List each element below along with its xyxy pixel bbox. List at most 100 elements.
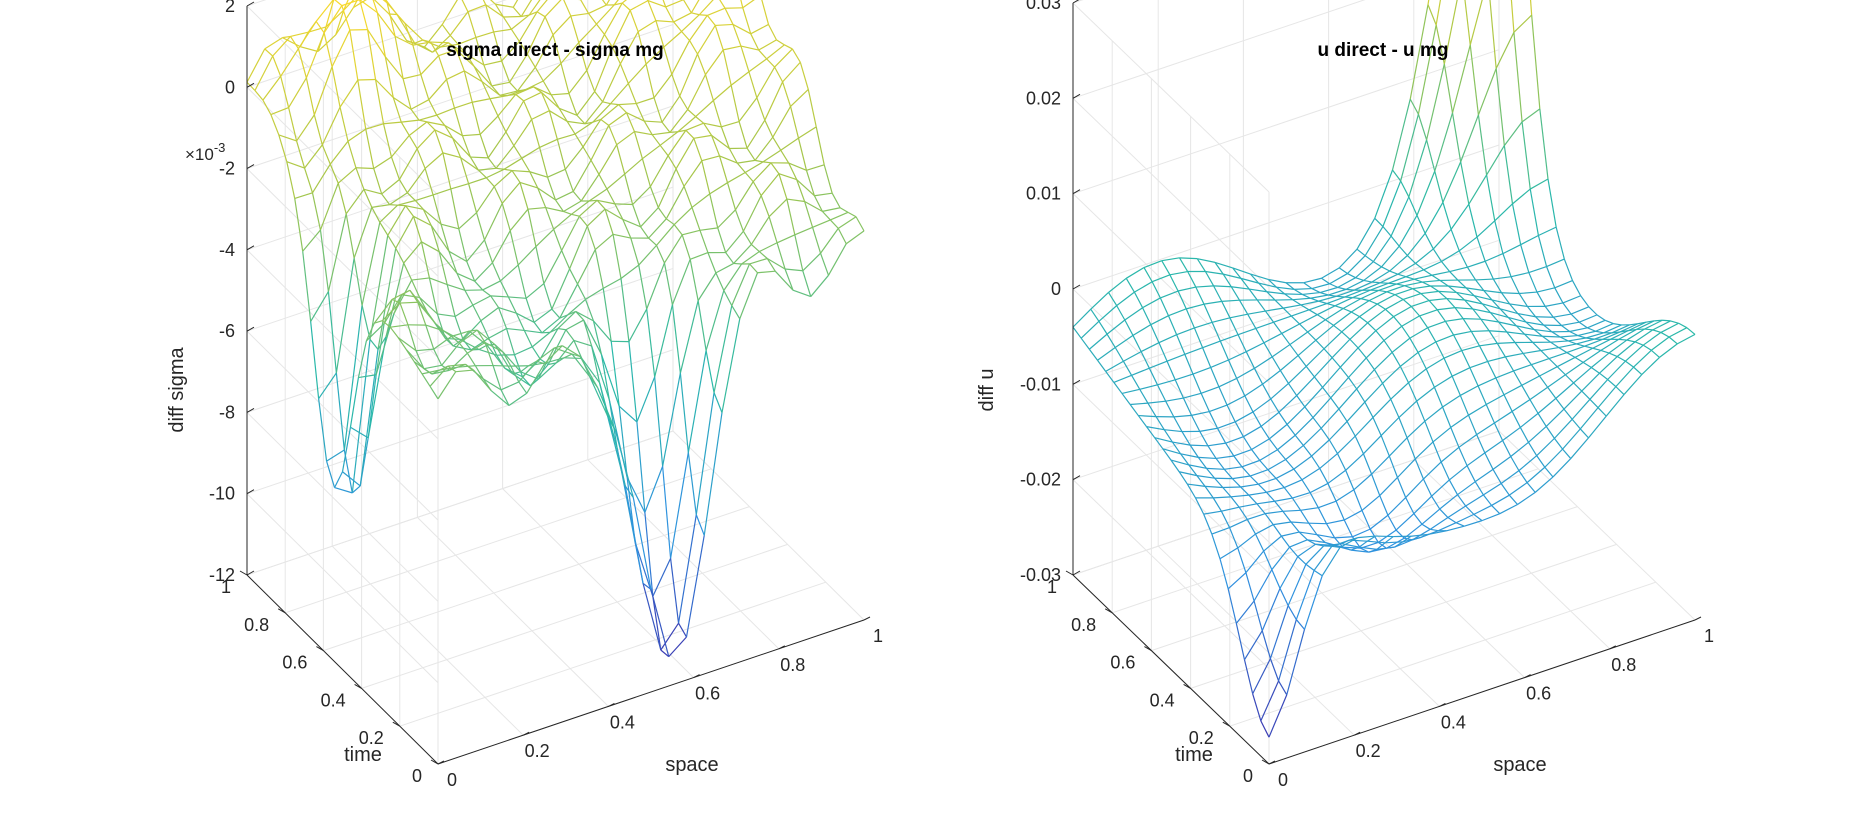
u-mesh-line-y: [1604, 319, 1614, 325]
u-mesh-line-x: [1553, 313, 1572, 318]
u-mesh-line-y: [1436, 309, 1446, 322]
sigma-mesh-line-y: [432, 194, 442, 225]
u-mesh-line-y: [1181, 431, 1191, 446]
u-mesh-line-x: [1319, 453, 1338, 469]
sigma-mesh-line-x: [673, 12, 692, 23]
u-mesh-line-y: [1278, 412, 1288, 425]
u-mesh-line-y: [1391, 352, 1401, 367]
sigma-mesh-line-x: [390, 135, 410, 158]
sigma-mesh-line-x: [367, 336, 387, 438]
sigma-mesh-line-x: [493, 364, 511, 367]
sigma-mesh-line-y: [542, 80, 552, 96]
u-mesh-line-y: [1485, 404, 1495, 424]
sigma-mesh-line-x: [457, 365, 476, 368]
sigma-y-tick-mark: [430, 759, 439, 765]
u-mesh-line-y: [1206, 467, 1216, 479]
sigma-mesh-line-y: [728, 148, 738, 164]
u-mesh-line-y: [1375, 330, 1385, 341]
u-mesh-line-y: [1227, 588, 1237, 624]
sigma-mesh-line-x: [395, 216, 415, 249]
u-mesh-line-x: [1305, 545, 1325, 565]
u-mesh-line-y: [1478, 345, 1489, 362]
sigma-mesh-line-x: [462, 133, 481, 137]
sigma-mesh-line-x: [557, 310, 577, 329]
sigma-mesh-line-y: [392, 97, 402, 123]
sigma-mesh-line-x: [473, 65, 493, 87]
u-mesh-line-y: [1143, 267, 1153, 283]
u-mesh-line-y: [1522, 353, 1532, 366]
u-mesh-line-x: [1179, 257, 1198, 260]
sigma-mesh-line-y: [341, 5, 351, 31]
u-mesh-line-y: [1302, 445, 1313, 457]
u-mesh-line-x: [1531, 358, 1550, 366]
u-mesh-line-y: [1524, 333, 1534, 343]
u-mesh-line-y: [1269, 658, 1280, 682]
sigma-mesh-line-y: [467, 11, 477, 38]
u-mesh-line-y: [1226, 404, 1236, 423]
sigma-mesh-line-x: [551, 268, 571, 310]
u-mesh-line-y: [1351, 311, 1360, 318]
sigma-mesh-line-y: [384, 0, 388, 4]
sigma-mesh-line-y: [555, 199, 564, 212]
sigma-mesh-line-y: [485, 177, 495, 187]
sigma-mesh-line-y: [608, 125, 618, 145]
u-mesh-line-y: [1555, 398, 1565, 410]
sigma-mesh-line-x: [420, 55, 440, 75]
u-mesh-line-y: [1588, 306, 1598, 316]
u-mesh-line-x: [1476, 422, 1495, 436]
sigma-mesh-line-y: [510, 365, 520, 383]
u-mesh-line-y: [1442, 406, 1452, 428]
sigma-mesh-line-x: [442, 152, 461, 159]
u-mesh-line-y: [1327, 483, 1337, 502]
sigma-mesh-line-x: [500, 264, 519, 282]
sigma-mesh-line-x: [668, 636, 687, 658]
u-mesh-line-y: [1510, 456, 1520, 471]
sigma-mesh-line-y: [681, 234, 691, 260]
u-mesh-line-y: [1133, 291, 1144, 308]
u-mesh-line-y: [1397, 273, 1407, 278]
u-mesh-line-x: [1211, 526, 1230, 535]
u-mesh-line-x: [1247, 513, 1266, 520]
u-mesh-line-x: [1228, 351, 1247, 361]
u-mesh-line-x: [1220, 334, 1239, 342]
sigma-mesh-line-x: [802, 252, 821, 272]
sigma-mesh-line-x: [600, 104, 619, 120]
u-mesh-line-y: [1346, 421, 1356, 437]
u-mesh-line-y: [1634, 341, 1644, 346]
sigma-mesh-line-y: [461, 0, 469, 12]
u-grid-back-z: [1072, 49, 1500, 195]
u-mesh-line-x: [1121, 388, 1140, 395]
u-mesh-line-y: [1379, 495, 1389, 516]
sigma-mesh-line-x: [760, 173, 780, 196]
u-mesh-line-x: [1593, 332, 1613, 340]
u-mesh-line-y: [1137, 415, 1147, 427]
sigma-mesh-line-x: [379, 204, 398, 223]
sigma-mesh-line-y: [302, 251, 312, 322]
u-mesh-line-x: [1360, 289, 1379, 300]
u-mesh-line-y: [1553, 438, 1564, 450]
sigma-mesh-line-x: [814, 192, 833, 197]
u-mesh-line-y: [1337, 286, 1347, 290]
u-mesh-line-x: [1203, 300, 1222, 305]
u-mesh-line-x: [1509, 303, 1528, 308]
u-mesh-line-y: [1502, 253, 1512, 277]
u-mesh-line-y: [1457, 279, 1467, 289]
u-mesh-line-y: [1495, 377, 1505, 396]
u-mesh-line-x: [1389, 255, 1408, 272]
sigma-mesh-line-y: [643, 120, 653, 135]
u-mesh-line-x: [1114, 334, 1134, 349]
u-mesh-line-x: [1229, 518, 1248, 529]
sigma-mesh-line-x: [667, 129, 687, 157]
sigma-mesh-line-y: [813, 195, 823, 212]
u-mesh-line-y: [1218, 386, 1228, 406]
sigma-mesh-line-y: [788, 162, 798, 180]
u-mesh-line-y: [1626, 339, 1636, 343]
u-mesh-line-y: [1422, 281, 1431, 287]
sigma-x-tick-mark: [522, 731, 530, 736]
u-mesh-line-x: [1289, 331, 1309, 346]
sigma-mesh-line-y: [481, 81, 491, 99]
sigma-mesh-line-y: [586, 225, 596, 250]
u-mesh-line-y: [1264, 513, 1274, 525]
u-mesh-line-x: [1479, 342, 1498, 347]
sigma-mesh-line-y: [407, 324, 417, 351]
